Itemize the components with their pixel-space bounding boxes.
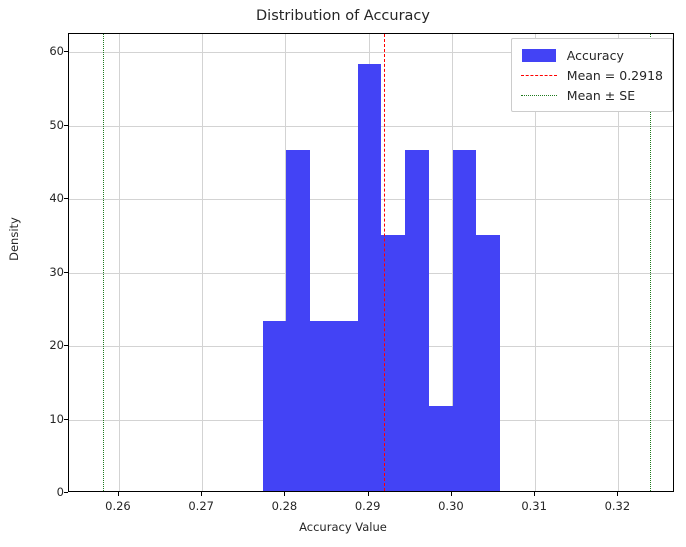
- x-tick-label: 0.26: [105, 499, 131, 513]
- gridline-y-60: [69, 52, 673, 54]
- y-tick-mark: [64, 51, 68, 53]
- histogram-bar: [262, 320, 287, 491]
- y-tick-label: 0: [56, 485, 64, 499]
- histogram-bar: [452, 149, 477, 491]
- page-title: Distribution of Accuracy: [256, 8, 430, 24]
- histogram-bar: [333, 320, 358, 491]
- x-tick-label: 0.32: [604, 499, 631, 513]
- histogram-bar: [428, 405, 453, 491]
- legend-item: Accuracy: [520, 45, 663, 65]
- legend-swatch-patch-icon: [520, 48, 558, 62]
- gridline-x-0.26: [118, 34, 120, 491]
- legend-label: Mean = 0.2918: [566, 67, 663, 83]
- gridline-x-0.3: [451, 34, 453, 491]
- y-tick-label: 50: [49, 117, 64, 132]
- legend-marker: [521, 48, 556, 62]
- y-axis-label: Density: [7, 217, 21, 261]
- x-tick-mark: [201, 492, 203, 496]
- x-tick-mark: [367, 492, 369, 496]
- legend-item: Mean ± SE: [520, 85, 663, 105]
- x-tick-mark: [117, 492, 119, 496]
- y-tick-mark: [64, 198, 68, 200]
- histogram-bar: [476, 234, 501, 491]
- y-tick-mark: [64, 124, 68, 126]
- y-tick-mark: [64, 418, 68, 420]
- legend: Accuracy Mean = 0.2918 Mean ± SE: [510, 38, 673, 112]
- se-lower-line: [103, 34, 105, 491]
- legend-marker: [520, 74, 557, 76]
- gridline-x-0.27: [202, 34, 204, 491]
- y-tick-label: 30: [49, 264, 64, 279]
- y-tick-mark: [64, 492, 68, 493]
- x-tick-mark: [534, 492, 536, 496]
- histogram-bar: [310, 320, 334, 491]
- legend-marker: [520, 94, 557, 96]
- y-tick-label: 20: [49, 338, 64, 353]
- x-tick-label: 0.30: [438, 499, 464, 513]
- y-tick-label: 10: [49, 411, 64, 426]
- legend-swatch-dashed-line-icon: [520, 68, 558, 82]
- y-tick-mark: [64, 271, 68, 273]
- mean-line: [383, 34, 385, 491]
- y-tick-label: 60: [49, 44, 64, 59]
- x-tick-label: 0.31: [521, 499, 547, 513]
- se-upper-line: [650, 34, 652, 491]
- gridline-x-0.31: [535, 34, 537, 491]
- x-tick-label: 0.27: [188, 499, 214, 513]
- histogram-bar: [357, 64, 382, 491]
- legend-label: Mean ± SE: [566, 87, 636, 103]
- histogram-bar: [405, 149, 429, 491]
- legend-label: Accuracy: [566, 47, 624, 63]
- y-tick-mark: [64, 345, 68, 347]
- legend-item: Mean = 0.2918: [520, 65, 663, 85]
- gridline-x-0.28: [285, 34, 287, 491]
- x-tick-mark: [450, 492, 452, 496]
- histogram-bar: [286, 149, 311, 491]
- x-tick-label: 0.29: [354, 499, 381, 513]
- x-tick-mark: [617, 492, 619, 496]
- x-tick-label: 0.28: [271, 499, 298, 513]
- gridline-x-0.32: [618, 34, 620, 491]
- y-tick-label: 40: [49, 191, 64, 206]
- histogram-bar: [381, 234, 406, 491]
- x-tick-mark: [284, 492, 286, 496]
- legend-swatch-dotted-line-icon: [520, 88, 558, 102]
- x-axis-label: Accuracy Value: [299, 520, 387, 534]
